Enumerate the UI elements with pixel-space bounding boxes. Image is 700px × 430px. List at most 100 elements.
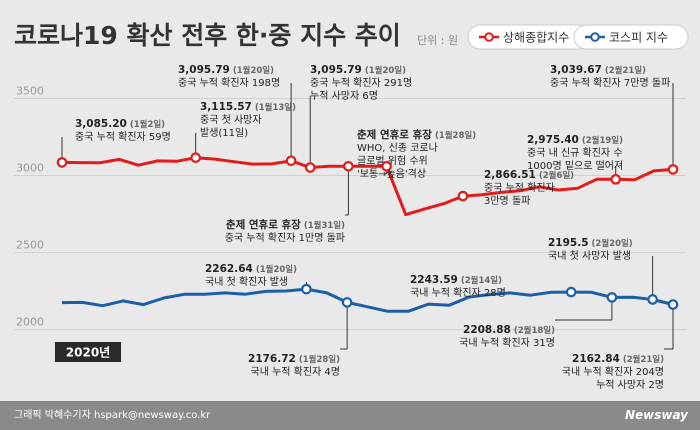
annotation-value-text-7: 2,975.40 [527, 134, 579, 146]
annotation-line-14-0: 국내 누적 확진자 204명 [562, 366, 664, 378]
grid: 2000 2500 3000 3500 [14, 85, 686, 331]
annotation-value-9: 2262.64 (1월20일) [205, 263, 297, 275]
annotation-date-9: (1월20일) [256, 264, 297, 275]
annotation-value-text-3: 3,095.79 [310, 64, 362, 76]
footer-bar [0, 401, 700, 430]
annotation-value-text-8: 3,039.67 [550, 64, 602, 76]
annotation-date-7: (2월19일) [582, 135, 623, 146]
annotation-line-1-0: 중국 첫 사망자 [200, 114, 262, 126]
annotation-value-text-12: 2208.88 [463, 324, 511, 336]
year-badge-bg [55, 342, 121, 362]
annotation-line-14-1: 누적 사망자 2명 [596, 379, 664, 391]
annotation-line-13-0: 국내 첫 사망자 발생 [548, 250, 631, 262]
annotation-value-2: 3,095.79 (1월20일) [178, 64, 274, 76]
year-badge: 2020년 [55, 342, 121, 362]
annotation-line-4-0: 중국 누적 확진자 1만명 돌파 [225, 232, 345, 244]
annotation-marker-12 [606, 292, 618, 303]
annotation-marker-7 [610, 174, 622, 185]
annotation-date-3: (1월20일) [365, 65, 406, 76]
annotation-value-14: 2162.84 (2월21일) [572, 353, 664, 365]
annotation-date-8: (2월21일) [605, 65, 646, 76]
legend-kospi-label: 코스피 지수 [609, 31, 668, 45]
annotation-value-3: 3,095.79 (1월20일) [310, 64, 406, 76]
annotation-8: 3,039.67 (2월21일)중국 누적 확진자 7만명 돌파 [550, 64, 679, 175]
annotation-value-text-6: 2,866.51 [484, 169, 536, 181]
annotation-2: 3,095.79 (1월20일)중국 누적 확진자 198명 [178, 64, 297, 167]
annotation-4: 춘제 연휴로 휴장 (1월31일)중국 누적 확진자 1만명 돌파 [225, 160, 354, 244]
annotation-line-3-1: 누적 사망자 6명 [310, 90, 378, 102]
annotation-line-5-1: 글로벌 위험 수위 [357, 154, 428, 167]
annotation-date-10: (1월28일) [299, 354, 340, 365]
annotation-line-7-1: 1000명 밑으로 떨어져 [527, 160, 623, 172]
annotation-line-8-0: 중국 누적 확진자 7만명 돌파 [550, 77, 670, 89]
footer-credit: 그래픽 박혜수기자 hspark@newsway.co.kr [14, 409, 211, 421]
annotation-date-5: (1월28일) [435, 130, 476, 141]
annotation-value-text-14: 2162.84 [572, 353, 620, 365]
annotation-line-7-0: 중국 내 신규 확진자 수 [527, 147, 623, 159]
annotation-line-6-1: 3만명 돌파 [484, 195, 530, 207]
annotation-date-12: (2월18일) [514, 325, 555, 336]
annotations: 3,085.20 (1월2일)중국 누적 확진자 59명 3,115.57 (1월13… [56, 64, 679, 391]
annotation-marker-13 [647, 294, 658, 305]
annotation-0: 3,085.20 (1월2일)중국 누적 확진자 59명 [56, 118, 171, 168]
annotation-date-4: (1월31일) [304, 220, 345, 231]
annotation-13: 2195.5 (2월20일)국내 첫 사망자 발생 [548, 237, 658, 305]
annotation-marker-4 [343, 160, 354, 172]
annotation-value-text-2: 3,095.79 [178, 64, 230, 76]
annotation-marker-0 [56, 157, 68, 168]
y-tick-label-2000: 2000 [16, 316, 44, 329]
annotation-marker-3 [304, 162, 316, 173]
annotation-value-13: 2195.5 (2월20일) [548, 237, 633, 249]
annotation-value-text-13: 2195.5 [548, 237, 589, 249]
footer: 그래픽 박혜수기자 hspark@newsway.co.kr Newsway [0, 401, 700, 430]
annotation-line-1-1: 발생(11일) [200, 127, 248, 139]
legend-kospi-marker [590, 32, 600, 42]
annotation-marker-5 [381, 160, 392, 172]
unit-label: 단위 : 원 [417, 34, 458, 47]
annotation-value-0: 3,085.20 (1월2일) [75, 118, 165, 130]
annotation-12: 2208.88 (2월18일)국내 누적 확진자 31명 [459, 292, 618, 349]
annotation-9: 2262.64 (1월20일)국내 첫 확진자 발생 [205, 263, 312, 295]
annotation-line-12-0: 국내 누적 확진자 31명 [459, 337, 555, 349]
annotation-marker-2 [285, 155, 297, 167]
annotation-line-2-0: 중국 누적 확진자 198명 [178, 77, 280, 89]
y-tick-label-3000: 3000 [16, 162, 44, 175]
annotation-date-13: (2월20일) [592, 238, 633, 249]
annotation-line-3-0: 중국 누적 확진자 291명 [310, 77, 412, 89]
annotation-value-4: 춘제 연휴로 휴장 (1월31일) [226, 218, 345, 231]
annotation-value-10: 2176.72 (1월28일) [248, 353, 340, 365]
legend-shanghai-label: 상해종합지수 [503, 31, 569, 45]
annotation-date-2: (1월20일) [233, 65, 274, 76]
annotation-value-12: 2208.88 (2월18일) [463, 324, 555, 336]
annotation-line-5-0: WHO, 신종 코로나 [357, 142, 438, 154]
annotation-line-6-0: 중국 누적 확진자 [484, 182, 555, 194]
chart-title: 코로나19 확산 전후 한·중 지수 추이 [14, 21, 401, 50]
footer-brand: Newsway [625, 408, 689, 422]
annotation-marker-10 [341, 297, 353, 308]
annotation-line-5-2: '보통→높음'격상 [357, 167, 426, 180]
annotation-line-9-0: 국내 첫 확진자 발생 [205, 276, 288, 288]
legend-shanghai-marker [484, 32, 494, 42]
annotation-date-11: (2월14일) [461, 275, 502, 286]
annotation-value-text-11: 2243.59 [410, 274, 458, 286]
legend-kospi-box [573, 24, 689, 50]
annotation-line-11-0: 국내 누적 확진자 28명 [410, 287, 506, 299]
annotation-value-text-9: 2262.64 [205, 263, 253, 275]
annotation-value-7: 2,975.40 (2월19일) [527, 134, 623, 146]
annotation-marker-6 [457, 190, 469, 202]
annotation-marker-8 [667, 164, 679, 175]
annotation-value-text-5: 춘제 연휴로 휴장 [357, 128, 432, 141]
annotation-value-8: 3,039.67 (2월21일) [550, 64, 646, 76]
series-line-0 [61, 156, 674, 217]
legend: 상해종합지수 코스피 지수 [467, 24, 689, 50]
annotation-line-0-0: 중국 누적 확진자 59명 [75, 131, 171, 143]
annotation-date-6: (2월6일) [539, 170, 574, 181]
annotation-value-text-10: 2176.72 [248, 353, 296, 365]
